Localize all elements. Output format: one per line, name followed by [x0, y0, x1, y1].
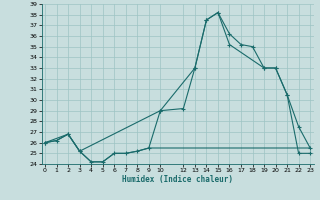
X-axis label: Humidex (Indice chaleur): Humidex (Indice chaleur)	[122, 175, 233, 184]
